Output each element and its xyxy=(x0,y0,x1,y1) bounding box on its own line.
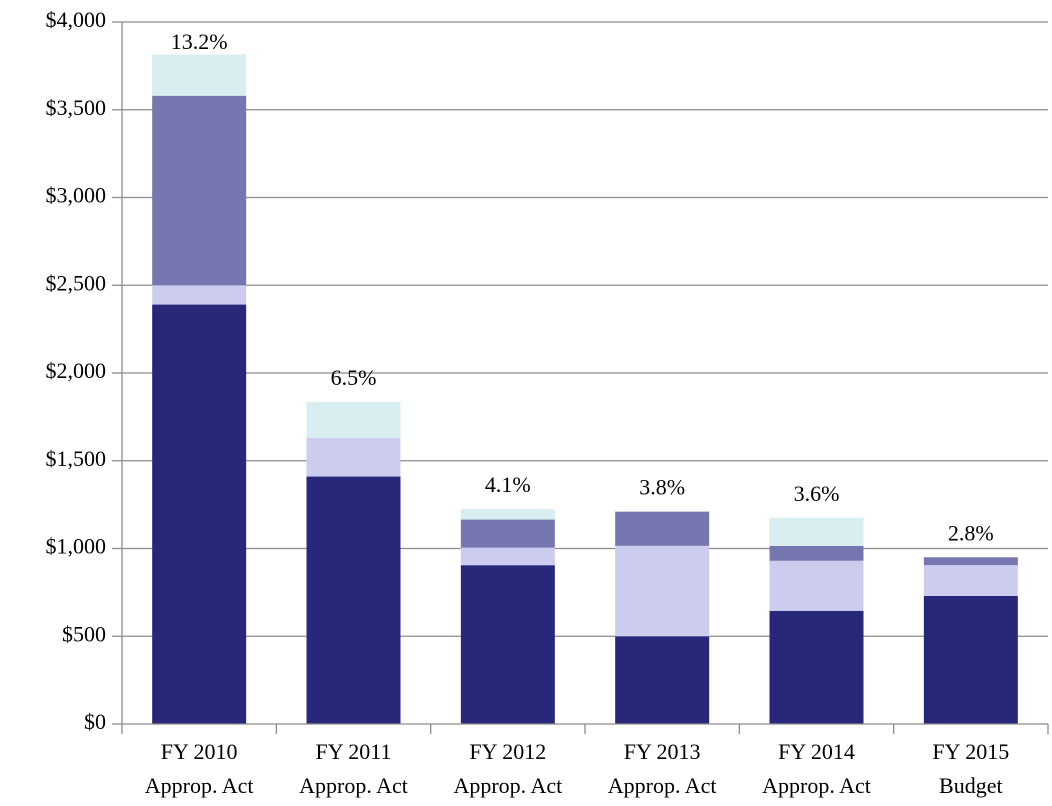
bar-segment xyxy=(306,401,401,438)
x-tick-label: FY 2010 xyxy=(161,739,238,764)
x-tick-label: FY 2015 xyxy=(932,739,1009,764)
bar-segment xyxy=(615,511,710,546)
x-tick-label: Approp. Act xyxy=(608,773,717,798)
bar-segment xyxy=(769,545,864,561)
bar-segment xyxy=(460,509,555,520)
x-tick-label: FY 2012 xyxy=(469,739,546,764)
bar-segment xyxy=(615,545,710,637)
y-tick-label: $2,500 xyxy=(46,270,107,295)
x-tick-label: FY 2013 xyxy=(624,739,701,764)
bar-annotation: 2.8% xyxy=(948,520,994,545)
x-tick-label: Approp. Act xyxy=(145,773,254,798)
bar-segment xyxy=(769,560,864,611)
bar-segment xyxy=(152,95,247,286)
x-tick-label: FY 2014 xyxy=(778,739,855,764)
bar-annotation: 13.2% xyxy=(171,29,228,54)
bar-segment xyxy=(923,557,1018,566)
y-tick-label: $0 xyxy=(84,709,106,734)
x-tick-label: Budget xyxy=(939,773,1003,798)
bar-segment xyxy=(923,595,1018,724)
y-tick-label: $1,000 xyxy=(46,534,107,559)
bar-segment xyxy=(152,285,247,305)
bar-segment xyxy=(152,304,247,724)
bar-annotation: 4.1% xyxy=(485,472,531,497)
y-tick-label: $2,000 xyxy=(46,358,107,383)
bar-segment xyxy=(306,437,401,477)
bar-annotation: 3.8% xyxy=(639,475,685,500)
x-tick-label: FY 2011 xyxy=(316,739,392,764)
bar-segment xyxy=(769,610,864,724)
bar-segment xyxy=(923,565,1018,596)
bar-segment xyxy=(460,547,555,566)
x-tick-label: Approp. Act xyxy=(299,773,408,798)
y-tick-label: $3,000 xyxy=(46,183,107,208)
bar-segment xyxy=(460,565,555,724)
bar-segment xyxy=(460,519,555,548)
y-tick-label: $1,500 xyxy=(46,446,107,471)
y-tick-label: $500 xyxy=(62,621,106,646)
bar-segment xyxy=(769,517,864,546)
bar-annotation: 6.5% xyxy=(331,365,377,390)
y-tick-label: $3,500 xyxy=(46,95,107,120)
bar-segment xyxy=(306,476,401,724)
bar-segment xyxy=(152,54,247,96)
y-tick-label: $4,000 xyxy=(46,7,107,32)
bar-segment xyxy=(615,636,710,724)
x-tick-label: Approp. Act xyxy=(453,773,562,798)
bar-annotation: 3.6% xyxy=(794,481,840,506)
x-tick-label: Approp. Act xyxy=(762,773,871,798)
